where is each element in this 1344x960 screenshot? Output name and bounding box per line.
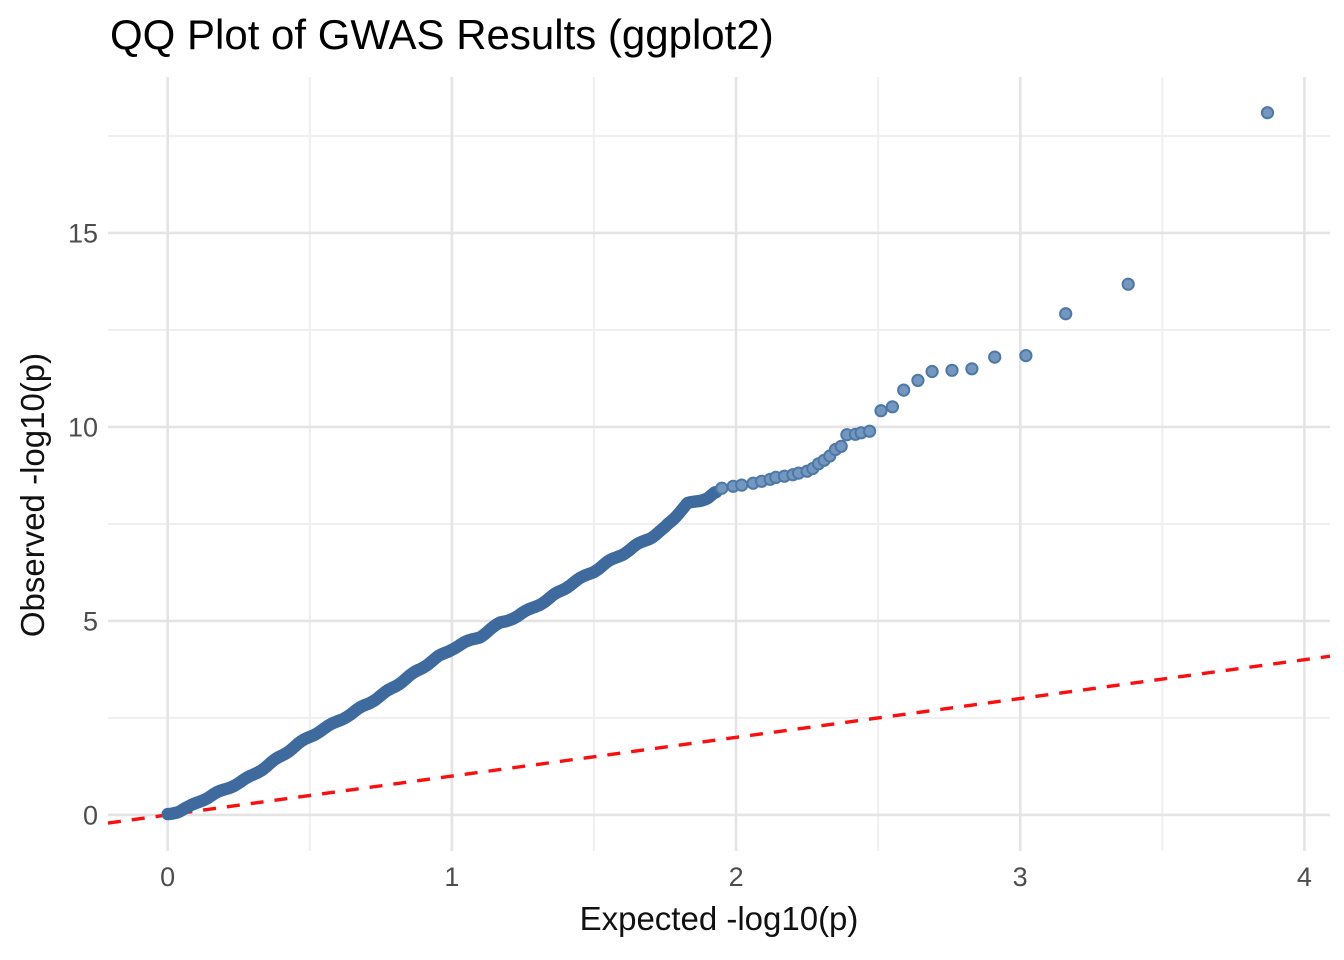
data-point [1260, 106, 1275, 120]
y-axis-title-text: Observed -log10(p) [14, 352, 51, 638]
data-point [834, 439, 848, 453]
x-axis-tick-labels: 0 1 2 3 4 [160, 862, 1312, 892]
data-point [988, 350, 1002, 364]
x-tick-label: 2 [729, 862, 744, 892]
x-tick-label: 1 [444, 862, 459, 892]
identity-reference-line [107, 654, 1331, 825]
y-tick-label: 0 [83, 800, 98, 830]
data-point [911, 373, 925, 387]
plot-title: QQ Plot of GWAS Results (ggplot2) [110, 11, 774, 58]
data-point [874, 404, 888, 418]
data-point [863, 424, 877, 438]
scatter-points [715, 106, 1275, 495]
x-axis-title: Expected -log10(p) [579, 900, 859, 937]
x-tick-label: 4 [1297, 862, 1312, 892]
data-point [885, 400, 900, 414]
major-gridlines [108, 77, 1330, 851]
data-point [945, 363, 959, 377]
minor-gridlines [108, 77, 1330, 851]
y-tick-label: 10 [68, 412, 98, 442]
y-tick-label: 5 [83, 606, 98, 636]
data-point [1059, 307, 1073, 321]
x-tick-label: 3 [1013, 862, 1028, 892]
x-tick-label: 0 [160, 862, 175, 892]
data-point [1019, 349, 1033, 363]
data-point [715, 481, 729, 495]
data-point [897, 383, 911, 397]
data-point [735, 478, 749, 492]
data-point [965, 362, 979, 376]
dense-point-band [161, 485, 723, 821]
data-point [925, 364, 939, 379]
data-point [1121, 277, 1135, 291]
y-axis-tick-labels: 0 5 10 15 [68, 219, 98, 831]
y-tick-label: 15 [68, 219, 98, 249]
